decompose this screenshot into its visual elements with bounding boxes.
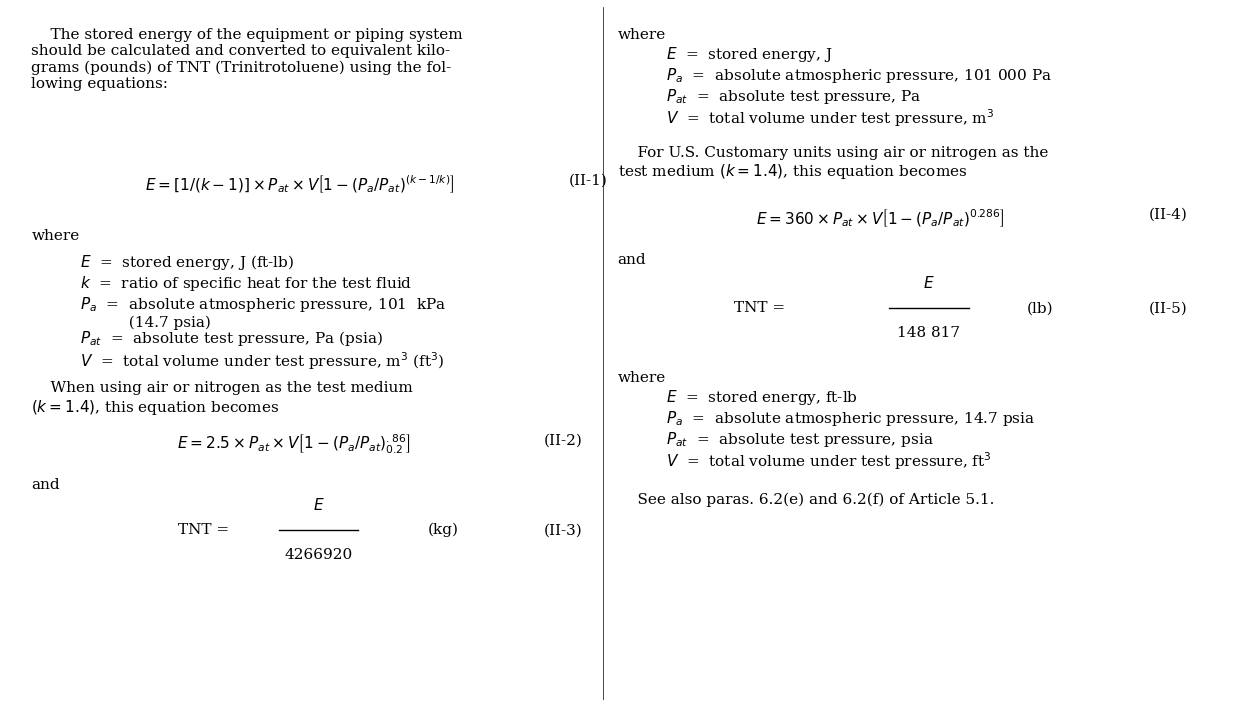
Text: 148 817: 148 817 (898, 326, 961, 340)
Text: See also paras. 6.2(e) and 6.2(f) of Article 5.1.: See also paras. 6.2(e) and 6.2(f) of Art… (618, 492, 994, 506)
Text: $E$: $E$ (312, 497, 324, 513)
Text: $E = 2.5 \times P_{at} \times V \left[1 - (P_a/P_{at})_{0.2}^{.86}\right]$: $E = 2.5 \times P_{at} \times V \left[1 … (177, 433, 411, 457)
Text: $k$  =  ratio of specific heat for the test fluid: $k$ = ratio of specific heat for the tes… (80, 274, 412, 293)
Text: (II-5): (II-5) (1149, 301, 1187, 315)
Text: $V$  =  total volume under test pressure, ft$^3$: $V$ = total volume under test pressure, … (667, 450, 992, 472)
Text: The stored energy of the equipment or piping system
should be calculated and con: The stored energy of the equipment or pi… (31, 28, 463, 90)
Text: (II-2): (II-2) (545, 433, 583, 448)
Text: $P_a$  =  absolute atmospheric pressure, 14.7 psia: $P_a$ = absolute atmospheric pressure, 1… (667, 409, 1035, 428)
Text: $P_{at}$  =  absolute test pressure, psia: $P_{at}$ = absolute test pressure, psia (667, 430, 934, 449)
Text: (II-4): (II-4) (1149, 208, 1188, 222)
Text: When using air or nitrogen as the test medium
$(k = 1.4)$, this equation becomes: When using air or nitrogen as the test m… (31, 381, 414, 417)
Text: $V$  =  total volume under test pressure, m$^3$: $V$ = total volume under test pressure, … (667, 107, 994, 129)
Text: (kg): (kg) (429, 523, 459, 537)
Text: (lb): (lb) (1026, 301, 1053, 315)
Text: $E = 360 \times P_{at} \times V \left[1 - (P_a/P_{at})^{0.286}\right]$: $E = 360 \times P_{at} \times V \left[1 … (756, 208, 1004, 229)
Text: and: and (618, 253, 646, 267)
Text: $P_a$  =  absolute atmospheric pressure, 101 000 Pa: $P_a$ = absolute atmospheric pressure, 1… (667, 66, 1052, 85)
Text: $V$  =  total volume under test pressure, m$^3$ (ft$^3$): $V$ = total volume under test pressure, … (80, 350, 445, 372)
Text: where: where (618, 371, 666, 385)
Text: $E$  =  stored energy, J: $E$ = stored energy, J (667, 45, 832, 64)
Text: $E$  =  stored energy, ft-lb: $E$ = stored energy, ft-lb (667, 388, 858, 407)
Text: $E = \left[1/(k-1)\right] \times P_{at} \times V \left[1 - (P_a/P_{at})^{(k-1/k): $E = \left[1/(k-1)\right] \times P_{at} … (146, 173, 454, 194)
Text: $E$  =  stored energy, J (ft-lb): $E$ = stored energy, J (ft-lb) (80, 253, 294, 272)
Text: $P_a$  =  absolute atmospheric pressure, 101  kPa
          (14.7 psia): $P_a$ = absolute atmospheric pressure, 1… (80, 295, 446, 330)
Text: $P_{at}$  =  absolute test pressure, Pa (psia): $P_{at}$ = absolute test pressure, Pa (p… (80, 329, 383, 349)
Text: where: where (31, 229, 79, 243)
Text: where: where (618, 28, 666, 42)
Text: For U.S. Customary units using air or nitrogen as the
test medium $(k = 1.4)$, t: For U.S. Customary units using air or ni… (618, 146, 1047, 182)
Text: TNT =: TNT = (734, 301, 784, 315)
Text: (II-3): (II-3) (545, 523, 583, 537)
Text: $E$: $E$ (923, 275, 935, 291)
Text: $P_{at}$  =  absolute test pressure, Pa: $P_{at}$ = absolute test pressure, Pa (667, 87, 921, 105)
Text: (II-1): (II-1) (568, 173, 608, 187)
Text: TNT =: TNT = (178, 523, 228, 537)
Text: and: and (31, 478, 61, 492)
Text: 4266920: 4266920 (284, 547, 352, 561)
